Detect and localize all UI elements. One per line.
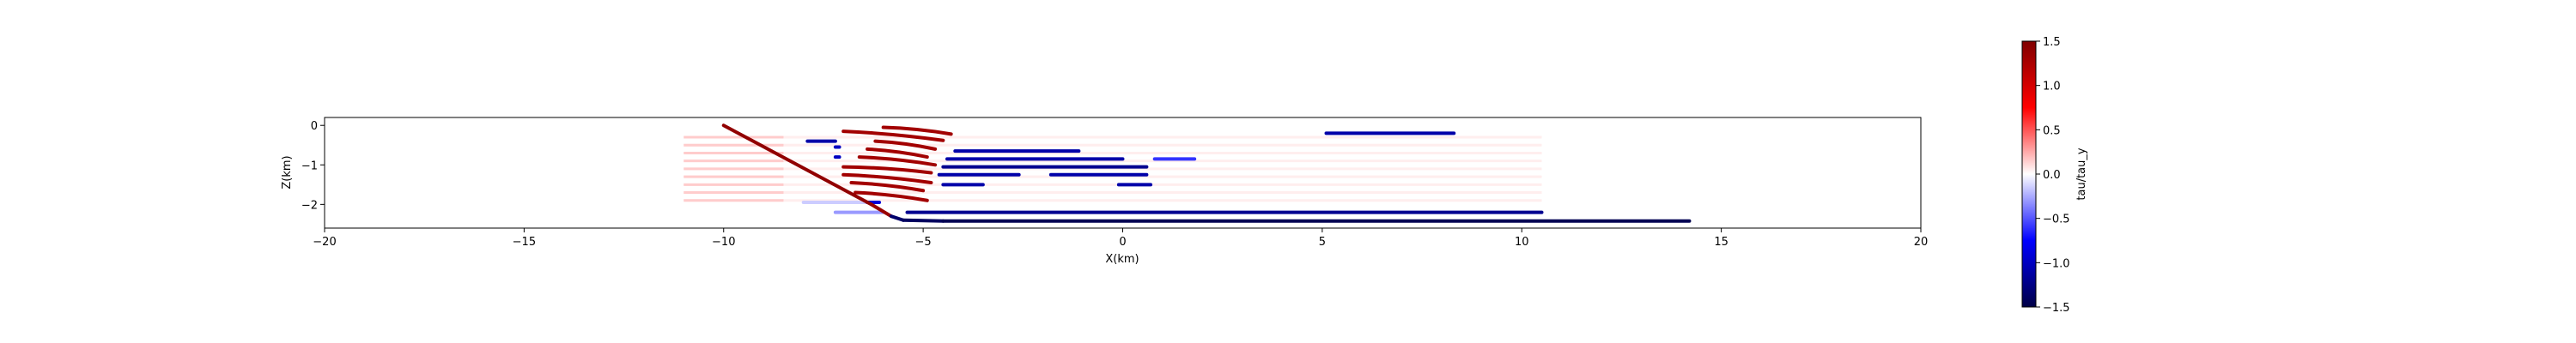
x-tick-label: −5 bbox=[915, 236, 932, 249]
y-tick-label: 0 bbox=[311, 120, 318, 133]
colorbar bbox=[2021, 40, 2037, 308]
x-tick-label: 15 bbox=[1714, 236, 1728, 249]
splay-fault bbox=[873, 139, 938, 151]
colorbar-tick-label: 0.0 bbox=[2043, 169, 2061, 182]
x-tick-label: 20 bbox=[1914, 236, 1929, 249]
y-axis-ticks: 0 −1 −2 bbox=[301, 120, 325, 212]
splay-fault bbox=[841, 129, 945, 142]
y-axis-label: Z(km) bbox=[281, 155, 294, 189]
colorbar-ticks: 1.5 1.0 0.5 0.0 −0.5 −1.0 −1.5 bbox=[2036, 36, 2070, 315]
colorbar-tick-label: 1.5 bbox=[2043, 36, 2061, 49]
splay-fault bbox=[841, 172, 933, 185]
colorbar-tick-label: 0.5 bbox=[2043, 124, 2061, 137]
splay-fault bbox=[849, 181, 926, 193]
splay-fault bbox=[881, 125, 953, 136]
colorbar-tick-label: −1.0 bbox=[2043, 257, 2070, 270]
x-tick-label: 10 bbox=[1515, 236, 1529, 249]
splay-fault bbox=[854, 190, 929, 202]
splay-fault bbox=[857, 155, 938, 167]
main-fault-segment bbox=[869, 202, 893, 219]
colorbar-label: tau/tau_y bbox=[2075, 147, 2088, 200]
x-tick-label: −15 bbox=[513, 236, 536, 249]
main-fault-segment bbox=[901, 218, 945, 223]
x-tick-label: −20 bbox=[313, 236, 336, 249]
x-tick-label: 5 bbox=[1319, 236, 1326, 249]
main-fault-segment bbox=[889, 214, 905, 222]
splay-fault bbox=[866, 147, 929, 159]
x-axis-label: X(km) bbox=[1105, 253, 1139, 266]
splay-fault bbox=[841, 165, 933, 175]
x-tick-label: −10 bbox=[712, 236, 735, 249]
main-fault-segment bbox=[721, 123, 873, 207]
colorbar-tick-label: 1.0 bbox=[2043, 81, 2061, 93]
colorbar-tick-label: −0.5 bbox=[2043, 214, 2070, 226]
colorbar-tick-label: −1.5 bbox=[2043, 302, 2070, 315]
y-tick-label: −1 bbox=[301, 159, 318, 172]
plot-data-layer bbox=[683, 123, 1692, 223]
y-tick-label: −2 bbox=[301, 199, 318, 212]
x-tick-label: 0 bbox=[1119, 236, 1126, 249]
x-axis-ticks: −20 −15 −10 −5 0 5 10 15 20 bbox=[313, 228, 1928, 249]
